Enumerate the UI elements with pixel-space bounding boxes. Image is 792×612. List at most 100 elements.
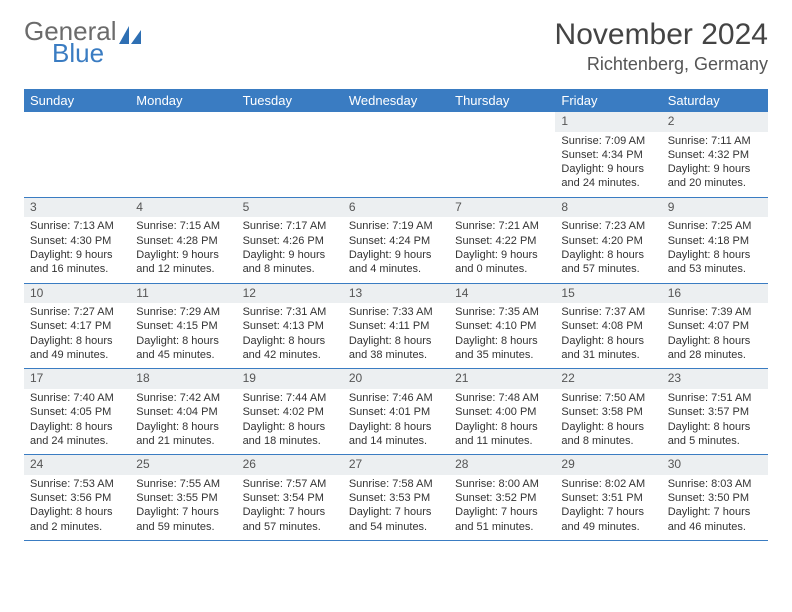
calendar-cell: 7Sunrise: 7:21 AMSunset: 4:22 PMDaylight… xyxy=(449,197,555,283)
day-body: Sunrise: 7:39 AMSunset: 4:07 PMDaylight:… xyxy=(662,303,768,368)
sunrise-line: Sunrise: 7:53 AM xyxy=(30,477,124,491)
daylight-line: Daylight: 9 hours and 16 minutes. xyxy=(30,248,124,277)
day-body: Sunrise: 7:23 AMSunset: 4:20 PMDaylight:… xyxy=(555,217,661,282)
sunrise-line: Sunrise: 8:00 AM xyxy=(455,477,549,491)
day-number: 7 xyxy=(449,198,555,218)
calendar-cell: 21Sunrise: 7:48 AMSunset: 4:00 PMDayligh… xyxy=(449,369,555,455)
day-number: 13 xyxy=(343,284,449,304)
day-number: 23 xyxy=(662,369,768,389)
weekday-header: Wednesday xyxy=(343,89,449,112)
day-number: 9 xyxy=(662,198,768,218)
sunrise-line: Sunrise: 7:40 AM xyxy=(30,391,124,405)
daylight-line: Daylight: 8 hours and 18 minutes. xyxy=(243,420,337,449)
daylight-line: Daylight: 8 hours and 31 minutes. xyxy=(561,334,655,363)
calendar-cell: 5Sunrise: 7:17 AMSunset: 4:26 PMDaylight… xyxy=(237,197,343,283)
calendar-row: 3Sunrise: 7:13 AMSunset: 4:30 PMDaylight… xyxy=(24,197,768,283)
day-number: 22 xyxy=(555,369,661,389)
sunrise-line: Sunrise: 7:48 AM xyxy=(455,391,549,405)
day-number: 12 xyxy=(237,284,343,304)
calendar-cell: 24Sunrise: 7:53 AMSunset: 3:56 PMDayligh… xyxy=(24,455,130,541)
day-number: 8 xyxy=(555,198,661,218)
day-body: Sunrise: 7:21 AMSunset: 4:22 PMDaylight:… xyxy=(449,217,555,282)
daylight-line: Daylight: 8 hours and 8 minutes. xyxy=(561,420,655,449)
calendar-cell: 10Sunrise: 7:27 AMSunset: 4:17 PMDayligh… xyxy=(24,283,130,369)
sunset-line: Sunset: 4:07 PM xyxy=(668,319,762,333)
title-block: November 2024 Richtenberg, Germany xyxy=(555,18,768,75)
sunrise-line: Sunrise: 7:51 AM xyxy=(668,391,762,405)
sunset-line: Sunset: 3:51 PM xyxy=(561,491,655,505)
day-body: Sunrise: 7:17 AMSunset: 4:26 PMDaylight:… xyxy=(237,217,343,282)
calendar-cell xyxy=(449,112,555,197)
day-body: Sunrise: 7:15 AMSunset: 4:28 PMDaylight:… xyxy=(130,217,236,282)
sunset-line: Sunset: 4:05 PM xyxy=(30,405,124,419)
sunrise-line: Sunrise: 7:27 AM xyxy=(30,305,124,319)
day-body: Sunrise: 7:31 AMSunset: 4:13 PMDaylight:… xyxy=(237,303,343,368)
weekday-header: Monday xyxy=(130,89,236,112)
day-body: Sunrise: 7:33 AMSunset: 4:11 PMDaylight:… xyxy=(343,303,449,368)
sunset-line: Sunset: 3:55 PM xyxy=(136,491,230,505)
day-number: 14 xyxy=(449,284,555,304)
calendar-cell: 20Sunrise: 7:46 AMSunset: 4:01 PMDayligh… xyxy=(343,369,449,455)
sunrise-line: Sunrise: 7:21 AM xyxy=(455,219,549,233)
calendar-cell xyxy=(343,112,449,197)
day-body: Sunrise: 7:58 AMSunset: 3:53 PMDaylight:… xyxy=(343,475,449,540)
daylight-line: Daylight: 9 hours and 8 minutes. xyxy=(243,248,337,277)
day-number: 10 xyxy=(24,284,130,304)
calendar-cell: 2Sunrise: 7:11 AMSunset: 4:32 PMDaylight… xyxy=(662,112,768,197)
day-number: 25 xyxy=(130,455,236,475)
sunset-line: Sunset: 3:56 PM xyxy=(30,491,124,505)
day-body: Sunrise: 7:19 AMSunset: 4:24 PMDaylight:… xyxy=(343,217,449,282)
day-body: Sunrise: 7:42 AMSunset: 4:04 PMDaylight:… xyxy=(130,389,236,454)
sunrise-line: Sunrise: 7:25 AM xyxy=(668,219,762,233)
calendar-cell: 12Sunrise: 7:31 AMSunset: 4:13 PMDayligh… xyxy=(237,283,343,369)
daylight-line: Daylight: 8 hours and 49 minutes. xyxy=(30,334,124,363)
calendar-cell: 13Sunrise: 7:33 AMSunset: 4:11 PMDayligh… xyxy=(343,283,449,369)
sunrise-line: Sunrise: 7:58 AM xyxy=(349,477,443,491)
daylight-line: Daylight: 7 hours and 51 minutes. xyxy=(455,505,549,534)
calendar-cell: 23Sunrise: 7:51 AMSunset: 3:57 PMDayligh… xyxy=(662,369,768,455)
day-body: Sunrise: 7:11 AMSunset: 4:32 PMDaylight:… xyxy=(662,132,768,197)
calendar-cell: 25 Sunrise: 7:55 AMSunset: 3:55 PMDayligh… xyxy=(130,455,236,541)
day-number: 15 xyxy=(555,284,661,304)
daylight-line: Daylight: 7 hours and 54 minutes. xyxy=(349,505,443,534)
sunset-line: Sunset: 4:17 PM xyxy=(30,319,124,333)
sunrise-line: Sunrise: 8:02 AM xyxy=(561,477,655,491)
daylight-line: Daylight: 8 hours and 5 minutes. xyxy=(668,420,762,449)
daylight-line: Daylight: 9 hours and 4 minutes. xyxy=(349,248,443,277)
day-number: 30 xyxy=(662,455,768,475)
calendar-cell: 29Sunrise: 8:02 AMSunset: 3:51 PMDayligh… xyxy=(555,455,661,541)
day-body: Sunrise: 7:53 AMSunset: 3:56 PMDaylight:… xyxy=(24,475,130,540)
sunrise-line: Sunrise: 7:42 AM xyxy=(136,391,230,405)
day-body: Sunrise: 7:57 AMSunset: 3:54 PMDaylight:… xyxy=(237,475,343,540)
sunset-line: Sunset: 4:24 PM xyxy=(349,234,443,248)
sunset-line: Sunset: 4:20 PM xyxy=(561,234,655,248)
day-number: 17 xyxy=(24,369,130,389)
sunset-line: Sunset: 4:28 PM xyxy=(136,234,230,248)
daylight-line: Daylight: 7 hours and 57 minutes. xyxy=(243,505,337,534)
daylight-line: Daylight: 7 hours and 59 minutes. xyxy=(136,505,230,534)
day-body: Sunrise: 7:35 AMSunset: 4:10 PMDaylight:… xyxy=(449,303,555,368)
sunset-line: Sunset: 4:15 PM xyxy=(136,319,230,333)
sunrise-line: Sunrise: 7:31 AM xyxy=(243,305,337,319)
sunset-line: Sunset: 3:58 PM xyxy=(561,405,655,419)
weekday-header: Thursday xyxy=(449,89,555,112)
calendar-cell: 19Sunrise: 7:44 AMSunset: 4:02 PMDayligh… xyxy=(237,369,343,455)
calendar-cell: 14Sunrise: 7:35 AMSunset: 4:10 PMDayligh… xyxy=(449,283,555,369)
calendar-cell: 17Sunrise: 7:40 AMSunset: 4:05 PMDayligh… xyxy=(24,369,130,455)
day-number: 26 xyxy=(237,455,343,475)
calendar-cell: 1Sunrise: 7:09 AMSunset: 4:34 PMDaylight… xyxy=(555,112,661,197)
calendar-cell: 26Sunrise: 7:57 AMSunset: 3:54 PMDayligh… xyxy=(237,455,343,541)
calendar-body: 1Sunrise: 7:09 AMSunset: 4:34 PMDaylight… xyxy=(24,112,768,540)
day-body: Sunrise: 8:02 AMSunset: 3:51 PMDaylight:… xyxy=(555,475,661,540)
sunrise-line: Sunrise: 8:03 AM xyxy=(668,477,762,491)
logo-text-blue: Blue xyxy=(52,40,141,66)
daylight-line: Daylight: 8 hours and 53 minutes. xyxy=(668,248,762,277)
sunrise-line: Sunrise: 7:57 AM xyxy=(243,477,337,491)
daylight-line: Daylight: 9 hours and 12 minutes. xyxy=(136,248,230,277)
sunrise-line: Sunrise: 7:19 AM xyxy=(349,219,443,233)
day-number: 29 xyxy=(555,455,661,475)
sunrise-line: Sunrise: 7:55 AM xyxy=(136,477,230,491)
daylight-line: Daylight: 9 hours and 24 minutes. xyxy=(561,162,655,191)
sunset-line: Sunset: 4:34 PM xyxy=(561,148,655,162)
sunrise-line: Sunrise: 7:44 AM xyxy=(243,391,337,405)
